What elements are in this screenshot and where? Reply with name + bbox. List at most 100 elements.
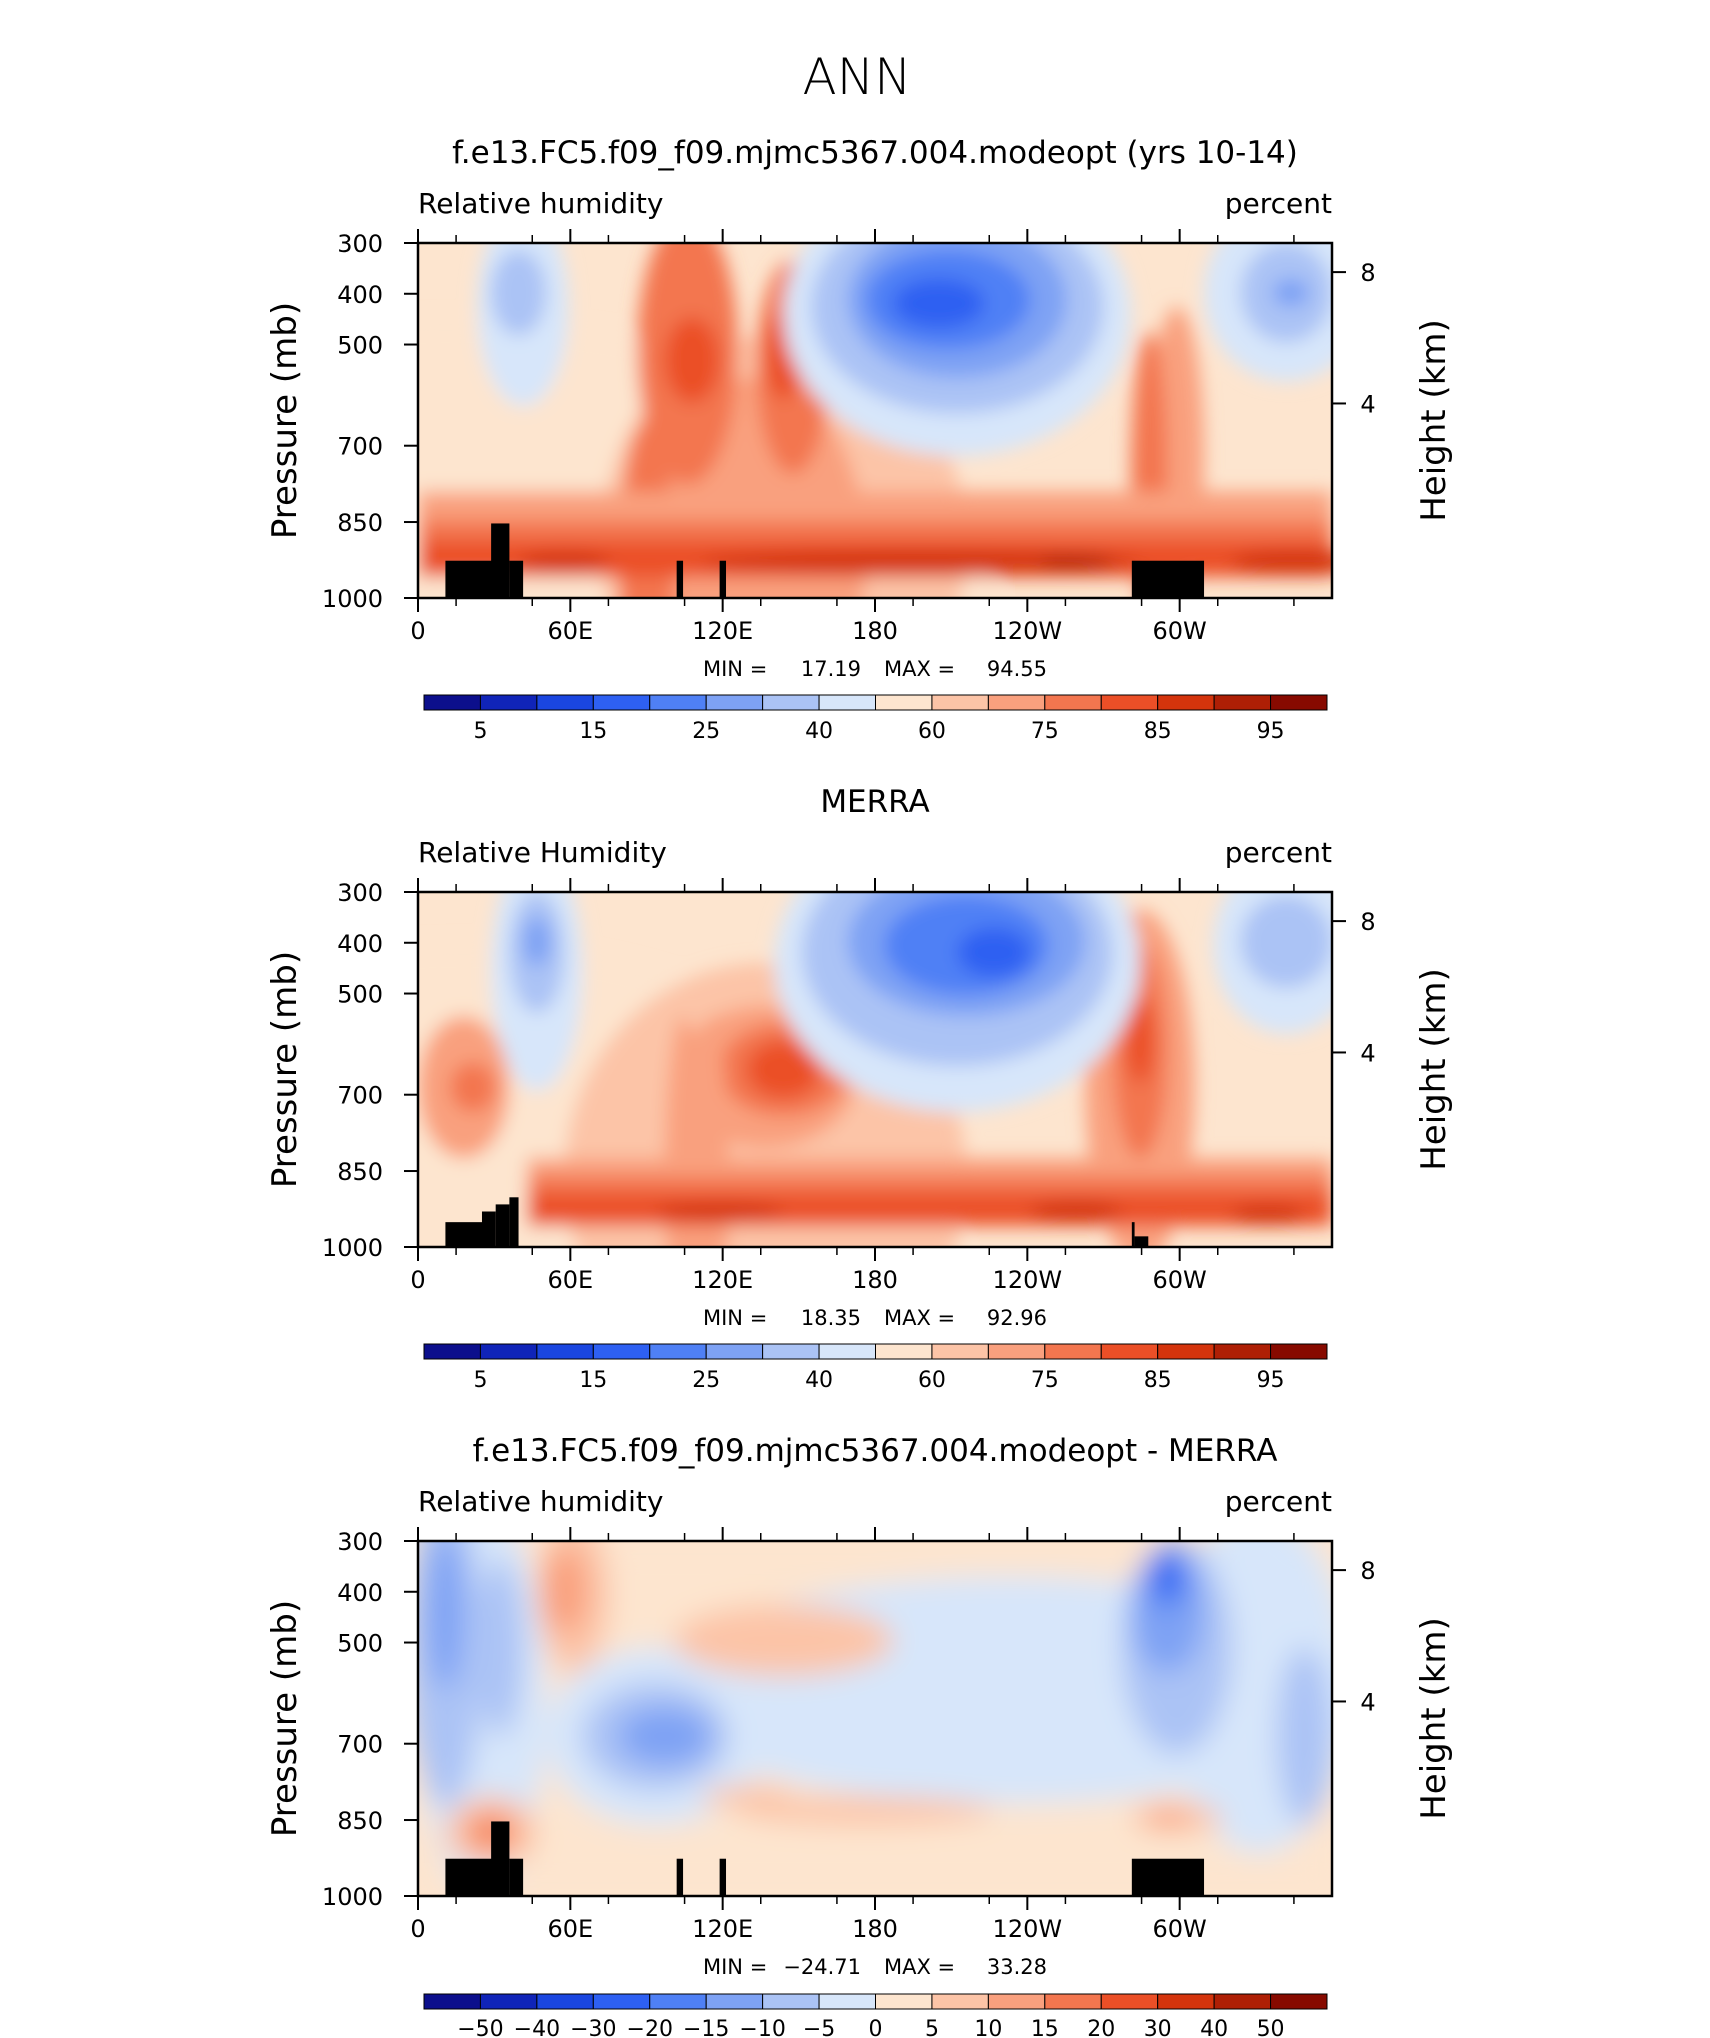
variable-label: Relative humidity [418, 1485, 663, 1518]
x-tick-label: 120E [692, 617, 753, 645]
max-label: MAX = [884, 657, 955, 681]
colorbar-box [1044, 1343, 1102, 1360]
y-right-tick-label: 8 [1360, 908, 1375, 936]
contour-region [747, 1041, 821, 1098]
y-tick-label: 300 [337, 879, 383, 907]
min-label: MIN = [703, 1306, 767, 1330]
land-mask [676, 560, 684, 598]
colorbar-box [592, 1993, 651, 2010]
contour-region [701, 550, 1141, 575]
contour-region [1240, 895, 1332, 988]
x-tick-label: 120E [692, 1266, 753, 1294]
x-tick-label: 60E [547, 1915, 593, 1943]
land-mask [676, 1858, 684, 1896]
land-mask [509, 1858, 524, 1896]
y-tick-label: 700 [337, 433, 383, 461]
min-value: 17.19 [801, 657, 861, 681]
colorbar-label: 85 [1144, 1368, 1172, 1393]
panel-title: MERRA [820, 784, 929, 820]
contour-region [527, 1193, 1332, 1226]
colorbar-label: −5 [803, 2017, 835, 2038]
y-tick-label: 500 [337, 1630, 383, 1658]
land-mask [1131, 1858, 1205, 1896]
y-tick-label: 500 [337, 332, 383, 360]
contour-field [418, 892, 1332, 1247]
colorbar: 5 15 25 40 60 75 85 95 [423, 694, 1328, 744]
min-label: MIN = [703, 1955, 767, 1979]
colorbar-label: −15 [683, 2017, 729, 2038]
colorbar-box [536, 694, 594, 711]
colorbar-label: 40 [805, 719, 833, 744]
colorbar-box [1213, 694, 1272, 711]
land-mask [719, 1858, 727, 1896]
colorbar-box [1270, 1993, 1328, 2010]
colorbar-label: 50 [1257, 2017, 1285, 2038]
colorbar-box [875, 1343, 933, 1360]
panel-3: f.e13.FC5.f09_f09.mjmc5367.004.modeopt -… [265, 1433, 1454, 2038]
colorbar-box [1213, 1343, 1272, 1360]
y-tick-label: 400 [337, 281, 383, 309]
contour-region [491, 250, 546, 336]
y-tick-label: 700 [337, 1731, 383, 1759]
colorbar-box [536, 1343, 594, 1360]
min-value: −24.71 [783, 1955, 861, 1979]
colorbar-box [1157, 1993, 1215, 2010]
land-mask [445, 560, 496, 598]
colorbar-label: 60 [918, 719, 946, 744]
y-right-tick-label: 4 [1360, 390, 1375, 418]
colorbar-box [649, 1993, 707, 2010]
x-tick-label: 120W [993, 617, 1063, 645]
colorbar-box [1157, 1343, 1215, 1360]
contour-region [737, 1796, 994, 1826]
colorbar-box [423, 694, 481, 711]
x-tick-label: 0 [410, 617, 425, 645]
land-mask [509, 560, 524, 598]
panel-2: MERRA Relative Humidity percent 0 60E 120E 180… [265, 784, 1454, 1393]
colorbar-label: 15 [579, 719, 607, 744]
colorbar-label: 40 [1200, 2017, 1228, 2038]
y-right-tick-label: 8 [1360, 1557, 1375, 1585]
x-tick-label: 180 [852, 1266, 898, 1294]
colorbar-label: 15 [579, 1368, 607, 1393]
main-title: ANN [802, 48, 911, 106]
colorbar-box [1044, 1993, 1102, 2010]
colorbar-box [1270, 694, 1328, 711]
y-tick-label: 400 [337, 1579, 383, 1607]
colorbar-box [479, 1343, 538, 1360]
land-mask [1134, 1236, 1149, 1247]
x-tick-label: 180 [852, 617, 898, 645]
contour-region [1039, 555, 1113, 570]
units-label: percent [1225, 836, 1332, 869]
colorbar-box [1100, 1993, 1159, 2010]
panel-1: f.e13.FC5.f09_f09.mjmc5367.004.modeopt (… [265, 135, 1454, 744]
y-axis-title: Pressure (mb) [265, 1600, 305, 1837]
land-mask [495, 1204, 510, 1247]
x-tick-label: 120E [692, 1915, 753, 1943]
y-tick-label: 1000 [322, 585, 383, 613]
y-tick-label: 850 [337, 1158, 383, 1186]
colorbar-box [1100, 694, 1159, 711]
colorbar-label: 20 [1087, 2017, 1115, 2038]
contour-region [664, 317, 720, 403]
colorbar-label: 75 [1031, 1368, 1059, 1393]
contour-region [1030, 1200, 1122, 1223]
colorbar-label: 25 [692, 719, 720, 744]
colorbar-box [1213, 1993, 1272, 2010]
y-tick-label: 300 [337, 1528, 383, 1556]
contour-region [1272, 278, 1310, 307]
contour-region [701, 1785, 793, 1808]
colorbar-box [592, 694, 651, 711]
colorbar-box [987, 1343, 1046, 1360]
colorbar-box [705, 694, 764, 711]
colorbar-box [423, 1343, 481, 1360]
y-tick-label: 850 [337, 509, 383, 537]
contour-region [477, 1558, 524, 1737]
y-axis-title: Pressure (mb) [265, 951, 305, 1188]
contour-region [1231, 550, 1332, 575]
land-mask [509, 1197, 519, 1247]
colorbar-box [649, 1343, 707, 1360]
land-mask [1131, 560, 1205, 598]
contour-region [1231, 1204, 1305, 1226]
land-mask [491, 1821, 510, 1896]
